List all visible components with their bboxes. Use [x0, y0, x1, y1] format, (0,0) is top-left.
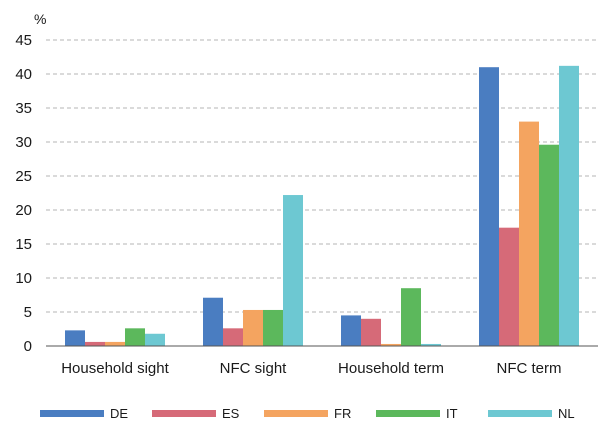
- y-tick-label: 20: [15, 202, 32, 219]
- y-axis-ticks: 0 5 10 15 20 25 30 35 40 45: [15, 32, 32, 355]
- legend-label-nl: NL: [558, 406, 575, 421]
- y-tick-label: 0: [24, 338, 32, 355]
- bar-de: [203, 297, 223, 346]
- bar-de: [65, 330, 85, 346]
- bar-es: [499, 227, 519, 346]
- bar-fr: [105, 341, 125, 346]
- x-category-label: NFC term: [497, 360, 562, 377]
- y-tick-label: 25: [15, 168, 32, 185]
- legend-swatch-fr: [264, 410, 328, 417]
- bar-fr: [381, 343, 401, 346]
- x-category-label: NFC sight: [220, 360, 288, 377]
- y-tick-label: 10: [15, 270, 32, 287]
- bar-de: [479, 67, 499, 346]
- gridlines: [46, 39, 598, 313]
- bar-es: [223, 328, 243, 346]
- y-axis-unit-label: %: [34, 11, 46, 27]
- y-tick-label: 35: [15, 100, 32, 117]
- x-category-label: Household sight: [61, 360, 169, 377]
- legend-swatch-de: [40, 410, 104, 417]
- y-tick-label: 15: [15, 236, 32, 253]
- y-tick-label: 45: [15, 32, 32, 49]
- legend-label-fr: FR: [334, 406, 351, 421]
- y-tick-label: 30: [15, 134, 32, 151]
- legend-label-it: IT: [446, 406, 458, 421]
- legend-swatch-nl: [488, 410, 552, 417]
- bar-es: [361, 318, 381, 346]
- bar-es: [85, 341, 105, 346]
- x-category-label: Household term: [338, 360, 444, 377]
- bar-de: [341, 315, 361, 346]
- bar-fr: [243, 309, 263, 346]
- bar-it: [401, 288, 421, 346]
- bar-nl: [421, 343, 441, 346]
- bar-nl: [145, 333, 165, 346]
- legend-label-es: ES: [222, 406, 240, 421]
- x-axis-categories: Household sight NFC sight Household term NF…: [61, 360, 561, 377]
- legend-swatch-it: [376, 410, 440, 417]
- bar-it: [125, 328, 145, 346]
- y-tick-label: 5: [24, 304, 32, 321]
- bar-it: [539, 144, 559, 346]
- legend-swatch-es: [152, 410, 216, 417]
- bar-nl: [283, 195, 303, 346]
- bars: [65, 65, 579, 346]
- bar-fr: [519, 121, 539, 346]
- legend-label-de: DE: [110, 406, 128, 421]
- bar-it: [263, 309, 283, 346]
- bar-nl: [559, 65, 579, 346]
- legend: DE ES FR IT NL: [40, 406, 575, 421]
- y-tick-label: 40: [15, 66, 32, 83]
